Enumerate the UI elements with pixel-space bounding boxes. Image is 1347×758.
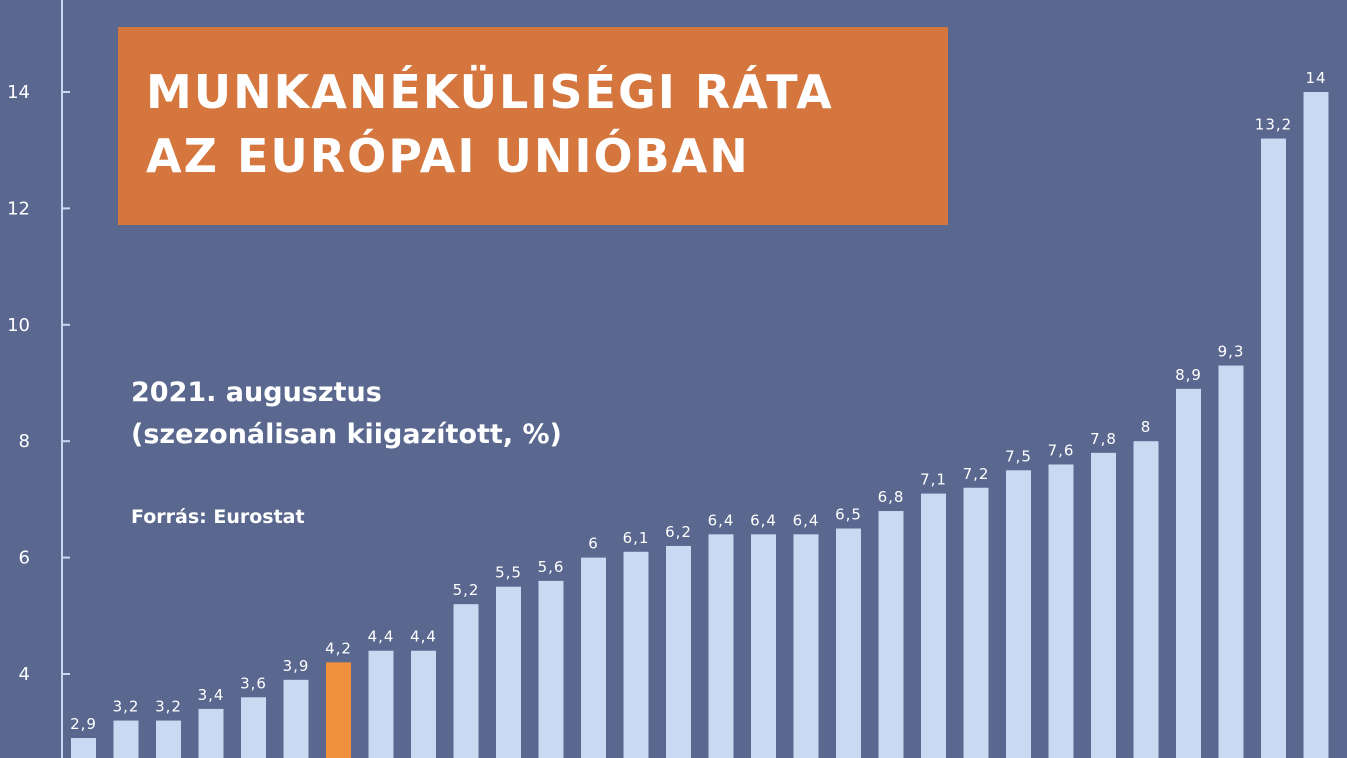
value-label: 6,1 <box>623 529 650 547</box>
value-label: 4,4 <box>368 628 395 646</box>
bar <box>113 720 139 758</box>
chart-title-line-2: AZ EURÓPAI UNIÓBAN <box>146 129 750 183</box>
value-label: 3,2 <box>155 698 182 716</box>
y-axis: 4 6 8 10 12 14 <box>7 0 70 758</box>
bar <box>666 545 691 758</box>
bar-highlight <box>326 662 351 758</box>
chart-title-line-1: MUNKANÉKÜLISÉGI RÁTA <box>146 65 834 119</box>
bar <box>1048 464 1074 758</box>
subtitle-note: (szezonálisan kiigazított, %) <box>131 419 562 450</box>
bars <box>71 92 1329 758</box>
chart-title-box: MUNKANÉKÜLISÉGI RÁTA AZ EURÓPAI UNIÓBAN <box>118 27 948 225</box>
bar <box>708 534 734 758</box>
value-label: 3,6 <box>240 674 267 692</box>
value-label: 8 <box>1141 418 1152 436</box>
bar <box>368 650 394 758</box>
bar <box>878 511 904 758</box>
bar <box>241 697 266 758</box>
bar <box>1133 441 1159 758</box>
bar <box>581 557 606 758</box>
value-label: 6,4 <box>708 511 735 529</box>
bar <box>1176 388 1201 758</box>
value-label: 3,2 <box>113 698 140 716</box>
value-label: 14 <box>1305 69 1326 87</box>
value-label: 6,5 <box>835 506 862 524</box>
chart-subtitle: 2021. augusztus (szezonálisan kiigazítot… <box>131 372 562 456</box>
value-label: 7,8 <box>1090 430 1117 448</box>
y-tick-label: 12 <box>7 198 30 219</box>
value-label: 5,5 <box>495 564 522 582</box>
value-label: 6,4 <box>750 511 777 529</box>
value-label: 5,2 <box>453 581 480 599</box>
value-label: 5,6 <box>538 558 565 576</box>
bar <box>751 534 776 758</box>
bar <box>71 738 96 758</box>
bar <box>623 551 649 758</box>
bar <box>921 493 946 758</box>
bar <box>283 679 309 758</box>
value-label: 4,4 <box>410 628 437 646</box>
bar <box>836 528 861 758</box>
y-tick-label: 4 <box>19 664 30 685</box>
value-label: 6,4 <box>793 511 820 529</box>
bar <box>1006 470 1031 758</box>
value-label: 9,3 <box>1218 343 1245 361</box>
value-label: 8,9 <box>1175 366 1202 384</box>
value-label: 7,5 <box>1005 447 1032 465</box>
bar <box>453 604 479 758</box>
bar <box>1261 138 1286 758</box>
value-label: 2,9 <box>70 715 97 733</box>
source-note: Forrás: Eurostat <box>131 506 305 528</box>
bar <box>1091 452 1116 758</box>
value-label: 7,1 <box>920 471 947 489</box>
value-label: 7,2 <box>963 465 990 483</box>
bar <box>496 586 521 758</box>
value-label: 7,6 <box>1048 441 1075 459</box>
subtitle-date: 2021. augusztus <box>131 377 382 408</box>
value-label: 6 <box>588 535 599 553</box>
y-tick-label: 8 <box>19 431 30 452</box>
bar <box>156 720 181 758</box>
value-label: 13,2 <box>1255 116 1292 134</box>
value-label: 3,9 <box>283 657 310 675</box>
bar <box>198 708 224 758</box>
value-label: 6,8 <box>878 488 905 506</box>
y-tick-label: 14 <box>7 82 30 103</box>
value-label: 3,4 <box>198 686 225 704</box>
value-labels: 2,9 3,2 3,2 3,4 3,6 3,9 4,2 4,4 4,4 5,2 5,5 5,6 6 6,1… <box>70 69 1326 733</box>
y-tick-label: 10 <box>7 315 30 336</box>
y-tick-label: 6 <box>19 548 30 569</box>
bar <box>538 580 564 758</box>
value-label: 6,2 <box>665 523 692 541</box>
bar <box>411 650 436 758</box>
value-label: 4,2 <box>325 639 352 657</box>
bar <box>1218 365 1244 758</box>
bar <box>793 534 819 758</box>
bar <box>1303 92 1329 758</box>
bar <box>963 487 989 758</box>
